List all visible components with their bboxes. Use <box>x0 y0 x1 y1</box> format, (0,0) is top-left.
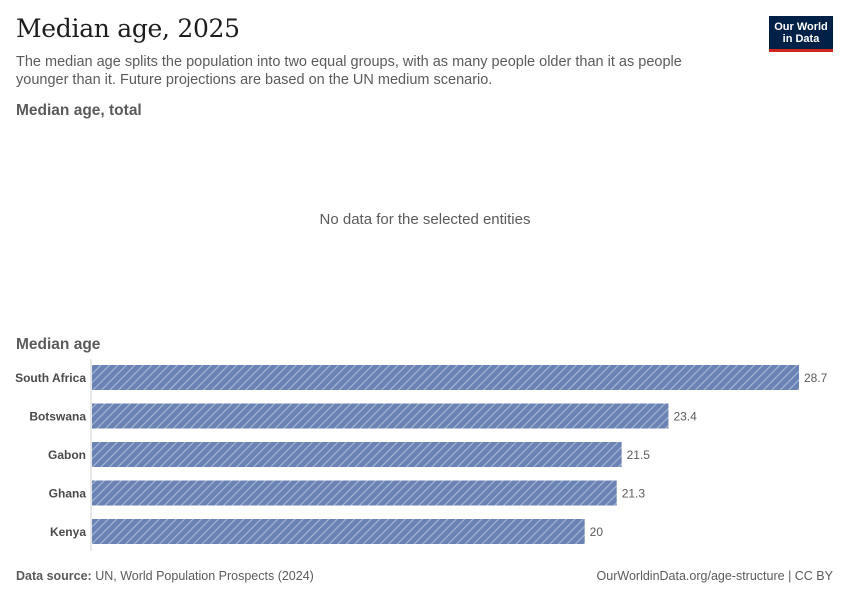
owid-logo[interactable]: Our World in Data <box>769 16 833 52</box>
category-label: Botswana <box>29 410 86 424</box>
chart-title: Median age, 2025 <box>16 14 240 43</box>
panel-total-label: Median age, total <box>16 102 142 119</box>
value-label: 23.4 <box>673 410 697 424</box>
median-age-chart-title: Median age <box>16 336 101 353</box>
data-source: Data source: UN, World Population Prospe… <box>16 569 314 583</box>
value-label: 21.3 <box>622 487 646 501</box>
category-label: Ghana <box>49 487 87 501</box>
value-label: 28.7 <box>804 371 828 385</box>
median-age-bar-chart: South Africa 28.7 Botswana 23.4 Gabon 21.5 Gha… <box>15 359 828 551</box>
category-label: Gabon <box>48 448 86 462</box>
bar[interactable] <box>92 365 799 390</box>
data-source-label: Data source: <box>16 569 92 583</box>
url-license-link[interactable]: OurWorldinData.org/age-structure | CC BY <box>596 569 833 583</box>
logo-line-1: Our World <box>774 21 828 33</box>
logo-line-2: in Data <box>782 33 820 45</box>
value-label: 21.5 <box>627 448 651 462</box>
bar[interactable] <box>92 480 617 506</box>
value-label: 20 <box>590 525 604 539</box>
no-data-message: No data for the selected entities <box>319 211 531 228</box>
chart-subtitle: The median age splits the population int… <box>16 54 682 88</box>
category-label: South Africa <box>15 371 86 385</box>
bar[interactable] <box>92 519 585 544</box>
data-source-text: UN, World Population Prospects (2024) <box>91 569 314 583</box>
bar[interactable] <box>92 403 669 429</box>
bar[interactable] <box>92 442 622 467</box>
category-label: Kenya <box>50 525 86 539</box>
